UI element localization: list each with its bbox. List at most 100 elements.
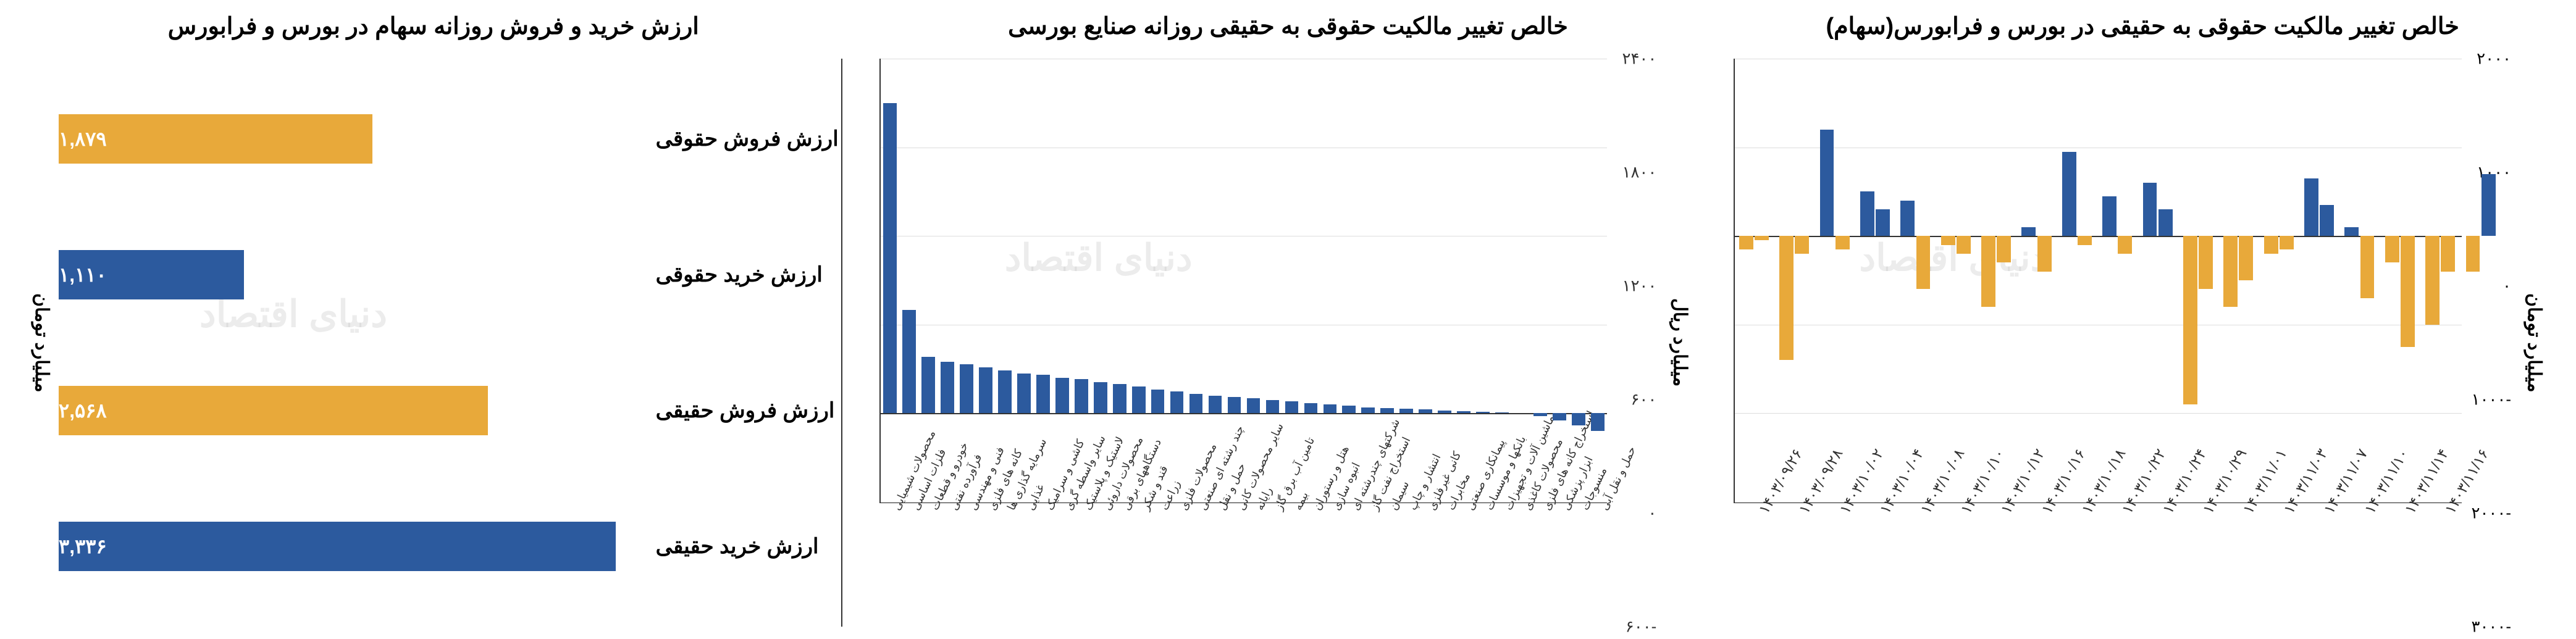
ytick: ۰ [1607,504,1656,523]
bar [2199,236,2213,289]
ytick: -۳۰۰۰ [2462,617,2511,637]
bar [2280,236,2294,249]
ytick: ۰ [2462,277,2511,296]
bar [1285,401,1299,413]
bar [1438,411,1451,414]
chart1-title: ارزش خرید و فروش روزانه سهام در بورس و ف… [25,12,842,40]
bar [2183,236,2197,404]
bar [1036,375,1050,413]
bar [2344,227,2359,236]
hbar: ۱,۸۷۹ [59,114,372,164]
bar [902,310,916,414]
chart1-panel: ارزش خرید و فروش روزانه سهام در بورس و ف… [25,12,842,627]
bar [1755,236,1769,240]
bar [1795,236,1809,254]
hbar-label: ارزش خرید حقیقی [644,534,841,559]
chart2-body: میلیارد ریال -۶۰۰۰۶۰۰۱۲۰۰۱۸۰۰۲۴۰۰ دنیای … [879,59,1697,627]
bar [2239,236,2253,280]
bar [1361,407,1375,414]
bar [2264,236,2278,254]
ytick: ۱۲۰۰ [1607,277,1656,296]
bar [1860,191,1874,236]
bar [1380,408,1394,413]
chart2-panel: خالص تغییر مالکیت حقوقی به حقیقی روزانه … [879,12,1697,627]
bar [2062,152,2076,236]
bar [1247,398,1261,413]
chart1-body: دنیای اقتصاد ارزش فروش حقوقی۱,۸۷۹ارزش خر… [25,59,842,627]
ytick: ۲۰۰۰ [2462,49,2511,69]
bar [2425,236,2440,325]
hbar-track: ۳,۳۳۶ [59,522,644,571]
bar [1151,390,1165,413]
hbar: ۳,۳۳۶ [59,522,616,571]
hbar-row: ارزش خرید حقیقی ۳,۳۳۶ [59,509,841,583]
bar [1457,411,1471,414]
bar [1170,391,1184,414]
hbar-row: ارزش خرید حقوقی۱,۱۱۰ [59,238,841,312]
ytick: ۲۴۰۰ [1607,49,1656,69]
chart1-plot: دنیای اقتصاد ارزش فروش حقوقی۱,۸۷۹ارزش خر… [59,59,842,627]
hbar-label: ارزش فروش حقوقی [644,127,841,151]
bar [2401,236,2415,347]
chart3-yticks: -۳۰۰۰-۲۰۰۰-۱۰۰۰۰۱۰۰۰۲۰۰۰ [2462,59,2517,627]
ytick: ۶۰۰ [1607,390,1656,409]
ytick: ۱۸۰۰ [1607,163,1656,182]
bar [1132,386,1146,413]
bar [2118,236,2132,254]
bar [2385,236,2399,262]
chart3-title: خالص تغییر مالکیت حقوقی به حقیقی در بورس… [1734,12,2551,40]
bar [1476,412,1490,413]
bar [2037,236,2052,271]
bar [941,362,954,414]
bar [1553,413,1566,420]
bar [2320,205,2334,236]
chart3-body: میلیارد تومان -۳۰۰۰-۲۰۰۰-۱۰۰۰۰۱۰۰۰۲۰۰۰ د… [1734,59,2551,627]
chart2-plot: دنیای اقتصاد محصولات شیمیاییفلزات اساسیخ… [879,59,1608,503]
bar [2441,236,2455,271]
chart2-y-label: میلیارد ریال [1663,298,1697,386]
bar [998,370,1012,413]
bar [2021,227,2036,236]
chart3-panel: خالص تغییر مالکیت حقوقی به حقیقی در بورس… [1734,12,2551,627]
bar [1779,236,1794,360]
bar [1189,394,1203,413]
bar [1495,412,1509,413]
hbar: ۱,۱۱۰ [59,250,244,299]
bar [1324,404,1337,413]
bar [1055,378,1069,413]
bar [1591,413,1605,431]
bar [1342,406,1356,413]
bar [1209,396,1222,414]
bar [921,357,935,413]
bar [1997,236,2011,262]
bar [1017,374,1031,414]
bar [1981,236,1995,307]
chart3-plot: دنیای اقتصاد ۱۴۰۳/۰۹/۲۶۱۴۰۳/۰۹/۲۸۱۴۰۳/۱۰… [1734,59,2462,503]
chart3-y-label: میلیارد تومان [2517,293,2551,393]
bar [1941,236,1955,244]
bar [1399,409,1413,413]
bar [2360,236,2375,298]
bar [1739,236,1753,249]
bar [2223,236,2238,307]
hbar-row: ارزش فروش حقیقی۲,۵۶۸ [59,374,841,448]
bar [883,103,897,414]
bar [2102,196,2117,236]
hbar-track: ۱,۱۱۰ [59,250,644,299]
bar [1900,201,1915,236]
bar [1572,413,1585,425]
ytick: -۲۰۰۰ [2462,504,2511,523]
bar [1419,409,1432,413]
xtick: بیمه [1291,490,1311,512]
watermark: دنیای اقتصاد [1005,236,1193,280]
bar [1957,236,1971,254]
hbar-row: ارزش فروش حقوقی ۱,۸۷۹ [59,102,841,176]
ytick: -۱۰۰۰ [2462,390,2511,409]
bar [1228,397,1241,413]
hbar-track: ۲,۵۶۸ [59,386,644,435]
chart1-y-label: میلیارد تومان [25,293,59,393]
bar [960,364,973,413]
bar [1094,382,1107,413]
chart2-yticks: -۶۰۰۰۶۰۰۱۲۰۰۱۸۰۰۲۴۰۰ [1607,59,1663,627]
bar [2466,236,2480,271]
